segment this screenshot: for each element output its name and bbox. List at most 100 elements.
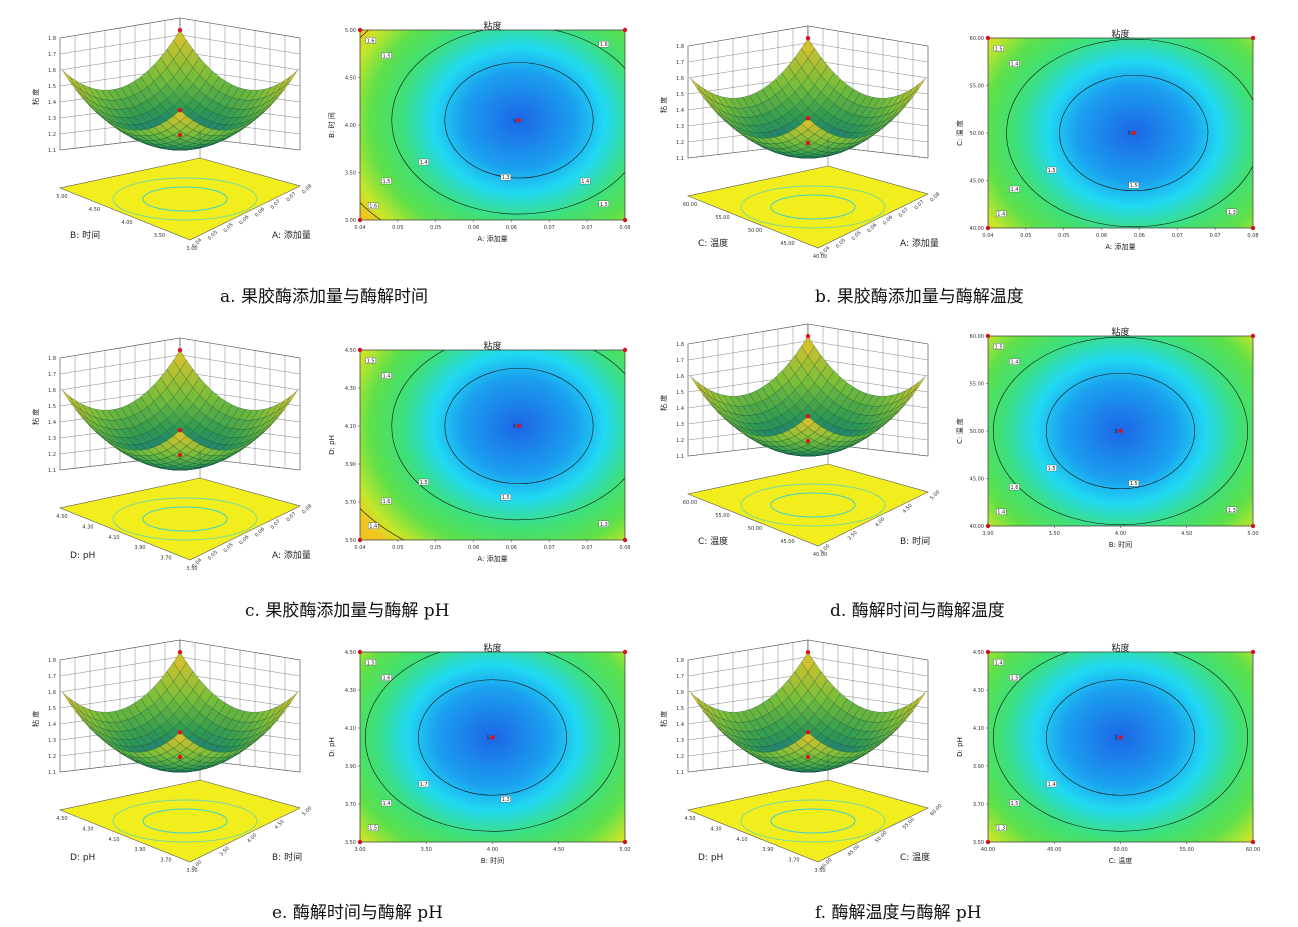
contour-x-tick-label: 0.06 — [1134, 233, 1145, 239]
contour-x-tick-label: 0.06 — [506, 545, 517, 551]
floor-plane — [686, 463, 929, 547]
contour-y-tick-label: 3.70 — [345, 802, 356, 808]
contour-value-box — [1226, 506, 1237, 513]
contour-line — [1059, 74, 1209, 192]
contour-x-tick-label: 4.50 — [553, 847, 564, 853]
y-axis-label: D: pH — [70, 551, 95, 561]
y-tick-label: 4.50 — [89, 207, 100, 213]
z-tick-label: 1.8 — [676, 342, 684, 348]
contour-y-tick-label: 5.00 — [345, 28, 356, 34]
x-tick-label: 0.05 — [207, 550, 219, 562]
contour-value-box — [598, 520, 609, 527]
contour-x-tick-label: 0.05 — [392, 545, 403, 551]
z-tick-label: 1.6 — [676, 690, 684, 696]
z-tick-label: 1.6 — [676, 374, 684, 380]
caption-a: a. 果胶酶添加量与酶解时间 — [220, 287, 428, 307]
y-tick-label: 3.50 — [154, 233, 165, 239]
contour-value-label: 1.3 — [997, 826, 1005, 832]
x-axis-label: B: 时间 — [900, 535, 930, 547]
contour-value-label: 1.6 — [367, 38, 375, 44]
contour-y-tick-label: 45.00 — [970, 477, 984, 483]
contour-y-axis-label: D: pH — [956, 737, 964, 757]
contour-y-tick-label: 4.30 — [345, 688, 356, 694]
y-tick-label: 4.10 — [108, 535, 119, 541]
x-tick-label: 0.06 — [238, 534, 250, 546]
z-tick-label: 1.5 — [676, 92, 684, 98]
x-tick-label: 0.08 — [301, 183, 313, 195]
x-tick-label: 0.07 — [285, 511, 297, 523]
contour-value-label: 1.5 — [369, 826, 377, 832]
contour-value-label: 1.6 — [383, 676, 391, 682]
surface-plot: 1.8 1.7 1.6 1.5 1.4 1.3 1.2 1.1 粘 度 5.00 4.50 4.00 3… — [31, 17, 313, 252]
z-tick-label: 1.5 — [48, 404, 56, 410]
contour-y-tick-label: 4.10 — [345, 726, 356, 732]
floor-contour — [740, 483, 886, 527]
contour-value-box — [381, 372, 392, 379]
design-point — [805, 730, 811, 735]
contour-y-tick-label: 4.50 — [345, 348, 356, 354]
contour-value-label: 1.4 — [420, 160, 428, 166]
x-tick-label: 0.06 — [254, 526, 266, 538]
design-point — [177, 754, 183, 760]
z-tick-label: 1.4 — [48, 100, 56, 106]
contour-value-label: 1.6 — [369, 204, 377, 210]
center-point-label: 5 — [1115, 429, 1118, 435]
floor-contour — [112, 799, 258, 843]
surface-plot: 1.8 1.7 1.6 1.5 1.4 1.3 1.2 1.1 粘 度 4.50 4.30 4.10 3… — [31, 337, 313, 572]
z-tick-label: 1.5 — [48, 706, 56, 712]
contour-x-axis-label: B: 时间 — [481, 856, 504, 865]
contour-value-label: 1.4 — [1011, 360, 1019, 366]
floor-contour — [740, 799, 886, 843]
y-tick-label: 3.50 — [186, 566, 197, 572]
floor-plane — [58, 779, 301, 863]
floor-contour — [770, 194, 856, 220]
z-tick-label: 1.4 — [676, 108, 684, 114]
center-point — [516, 118, 522, 123]
z-tick-label: 1.5 — [676, 390, 684, 396]
contour-x-axis-label: A: 添加量 — [477, 554, 507, 563]
contour-fill — [360, 652, 625, 842]
z-tick-label: 1.1 — [48, 148, 56, 154]
contour-value-label: 1.5 — [1130, 183, 1138, 189]
y-tick-label: 55.00 — [715, 215, 729, 221]
center-point-label: 5 — [1128, 131, 1131, 137]
contour-value-label: 1.5 — [1048, 168, 1056, 174]
floor-plane — [58, 477, 301, 561]
contour-line — [365, 652, 620, 832]
contour-x-tick-label: 50.00 — [1113, 847, 1127, 853]
y-axis-label: D: pH — [698, 853, 723, 863]
contour-value-box — [365, 37, 376, 44]
z-tick-label: 1.2 — [676, 754, 684, 760]
x-tick-label: 0.04 — [819, 245, 831, 257]
contour-x-tick-label: 0.05 — [430, 545, 441, 551]
z-tick-label: 1.3 — [48, 116, 56, 122]
contour-x-tick-label: 0.07 — [1172, 233, 1183, 239]
contour-value-box — [1226, 208, 1237, 215]
design-point — [177, 452, 183, 458]
contour-value-label: 1.6 — [1011, 485, 1019, 491]
y-tick-label: 4.30 — [82, 524, 93, 530]
x-tick-label: 0.07 — [270, 199, 282, 211]
contour-line — [1006, 38, 1253, 228]
design-point — [805, 140, 811, 146]
contour-x-tick-label: 0.06 — [1096, 233, 1107, 239]
x-tick-label: 0.05 — [851, 230, 863, 242]
chart-svg-a: 1.8 1.7 1.6 1.5 1.4 1.3 1.2 1.1 粘 度 5.00 4.50 4.00 3… — [31, 17, 631, 252]
y-tick-label: 40.00 — [813, 552, 827, 558]
x-tick-label: 3.00 — [191, 859, 203, 871]
y-tick-label: 3.70 — [160, 858, 171, 864]
contour-value-label: 1.3 — [502, 175, 510, 181]
contour-x-tick-label: 0.06 — [468, 225, 479, 231]
contour-x-tick-label: 0.05 — [430, 225, 441, 231]
contour-y-tick-label: 3.50 — [345, 538, 356, 544]
z-axis-label: 粘 度 — [31, 89, 40, 105]
y-tick-label: 3.70 — [788, 858, 799, 864]
contour-x-tick-label: 0.05 — [1058, 233, 1069, 239]
surface-mesh — [62, 29, 298, 151]
contour-line — [391, 350, 625, 521]
contour-y-tick-label: 4.50 — [345, 76, 356, 82]
contour-value-box — [993, 659, 1004, 666]
design-point — [622, 27, 628, 33]
y-tick-label: 4.50 — [56, 514, 67, 520]
